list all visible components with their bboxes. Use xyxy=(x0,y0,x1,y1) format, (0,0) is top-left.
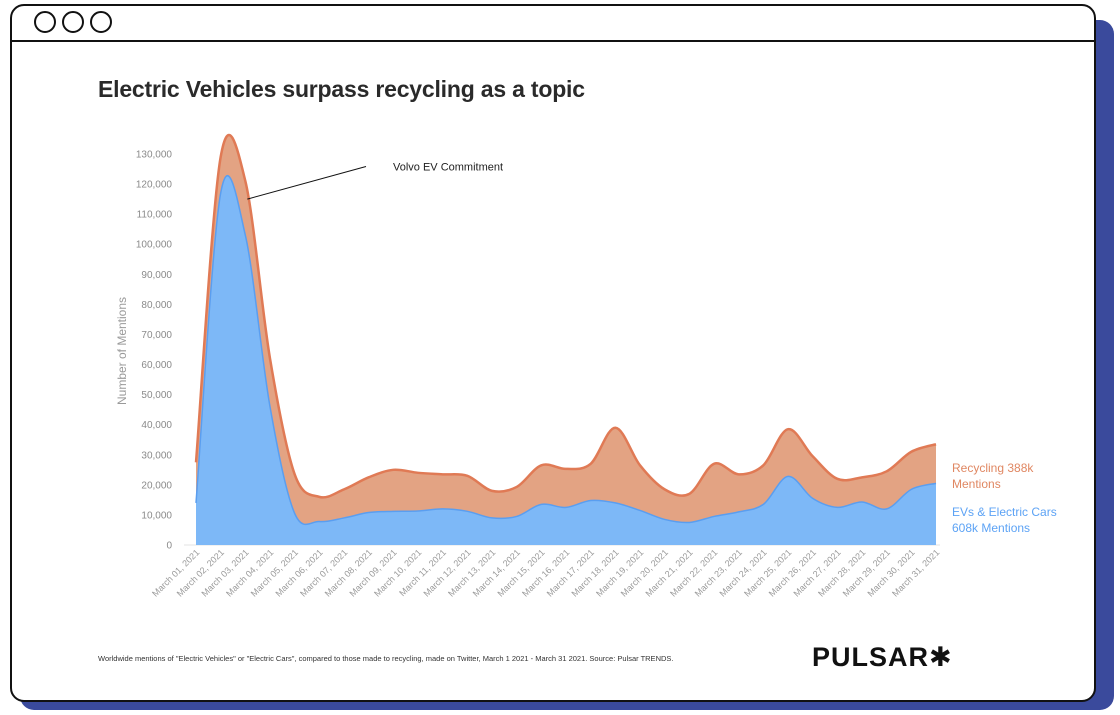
recycling-area xyxy=(196,134,936,545)
y-axis-label: Number of Mentions xyxy=(115,297,129,405)
y-tick-label: 70,000 xyxy=(141,330,172,341)
window-control-dot[interactable] xyxy=(34,11,56,33)
y-tick-label: 60,000 xyxy=(141,360,172,371)
y-tick-label: 90,000 xyxy=(141,270,172,281)
window-control-dot[interactable] xyxy=(90,11,112,33)
y-tick-label: 120,000 xyxy=(136,180,173,191)
ev-line xyxy=(195,175,937,526)
recycling-line xyxy=(194,133,937,499)
y-tick-label: 80,000 xyxy=(141,300,172,311)
pulsar-logo: PULSAR✱ xyxy=(812,642,953,672)
y-tick-label: 0 xyxy=(166,541,172,552)
ev-area xyxy=(196,175,936,545)
chart-legend: Recycling 388k Mentions EVs & Electric Car… xyxy=(952,461,1057,535)
y-tick-label: 30,000 xyxy=(141,450,172,461)
annotation-label: Volvo EV Commitment xyxy=(393,162,503,174)
legend-recycling-title: Recycling 388k xyxy=(952,461,1034,475)
chart-annotation: Volvo EV Commitment xyxy=(247,162,503,200)
y-tick-label: 10,000 xyxy=(141,510,172,521)
legend-recycling-count: Mentions xyxy=(952,477,1001,491)
y-tick-label: 40,000 xyxy=(141,420,172,431)
chart-footnote: Worldwide mentions of "Electric Vehicles… xyxy=(98,654,674,663)
y-tick-label: 50,000 xyxy=(141,390,172,401)
legend-ev-count: 608k Mentions xyxy=(952,521,1030,535)
annotation-leader-line xyxy=(247,166,367,200)
window-control-dot[interactable] xyxy=(62,11,84,33)
y-tick-label: 110,000 xyxy=(137,210,173,221)
y-tick-label: 130,000 xyxy=(136,150,173,161)
browser-window xyxy=(10,4,1096,702)
y-tick-label: 20,000 xyxy=(141,480,172,491)
y-tick-label: 100,000 xyxy=(136,240,173,251)
legend-ev-title: EVs & Electric Cars xyxy=(952,505,1057,519)
chart-title: Electric Vehicles surpass recycling as a… xyxy=(98,76,585,102)
window-titlebar xyxy=(12,6,1094,42)
chart-series xyxy=(194,133,937,545)
y-axis-ticks: 0 10,000 20,000 30,000 40,000 50,000 60,000 70,… xyxy=(136,150,173,552)
